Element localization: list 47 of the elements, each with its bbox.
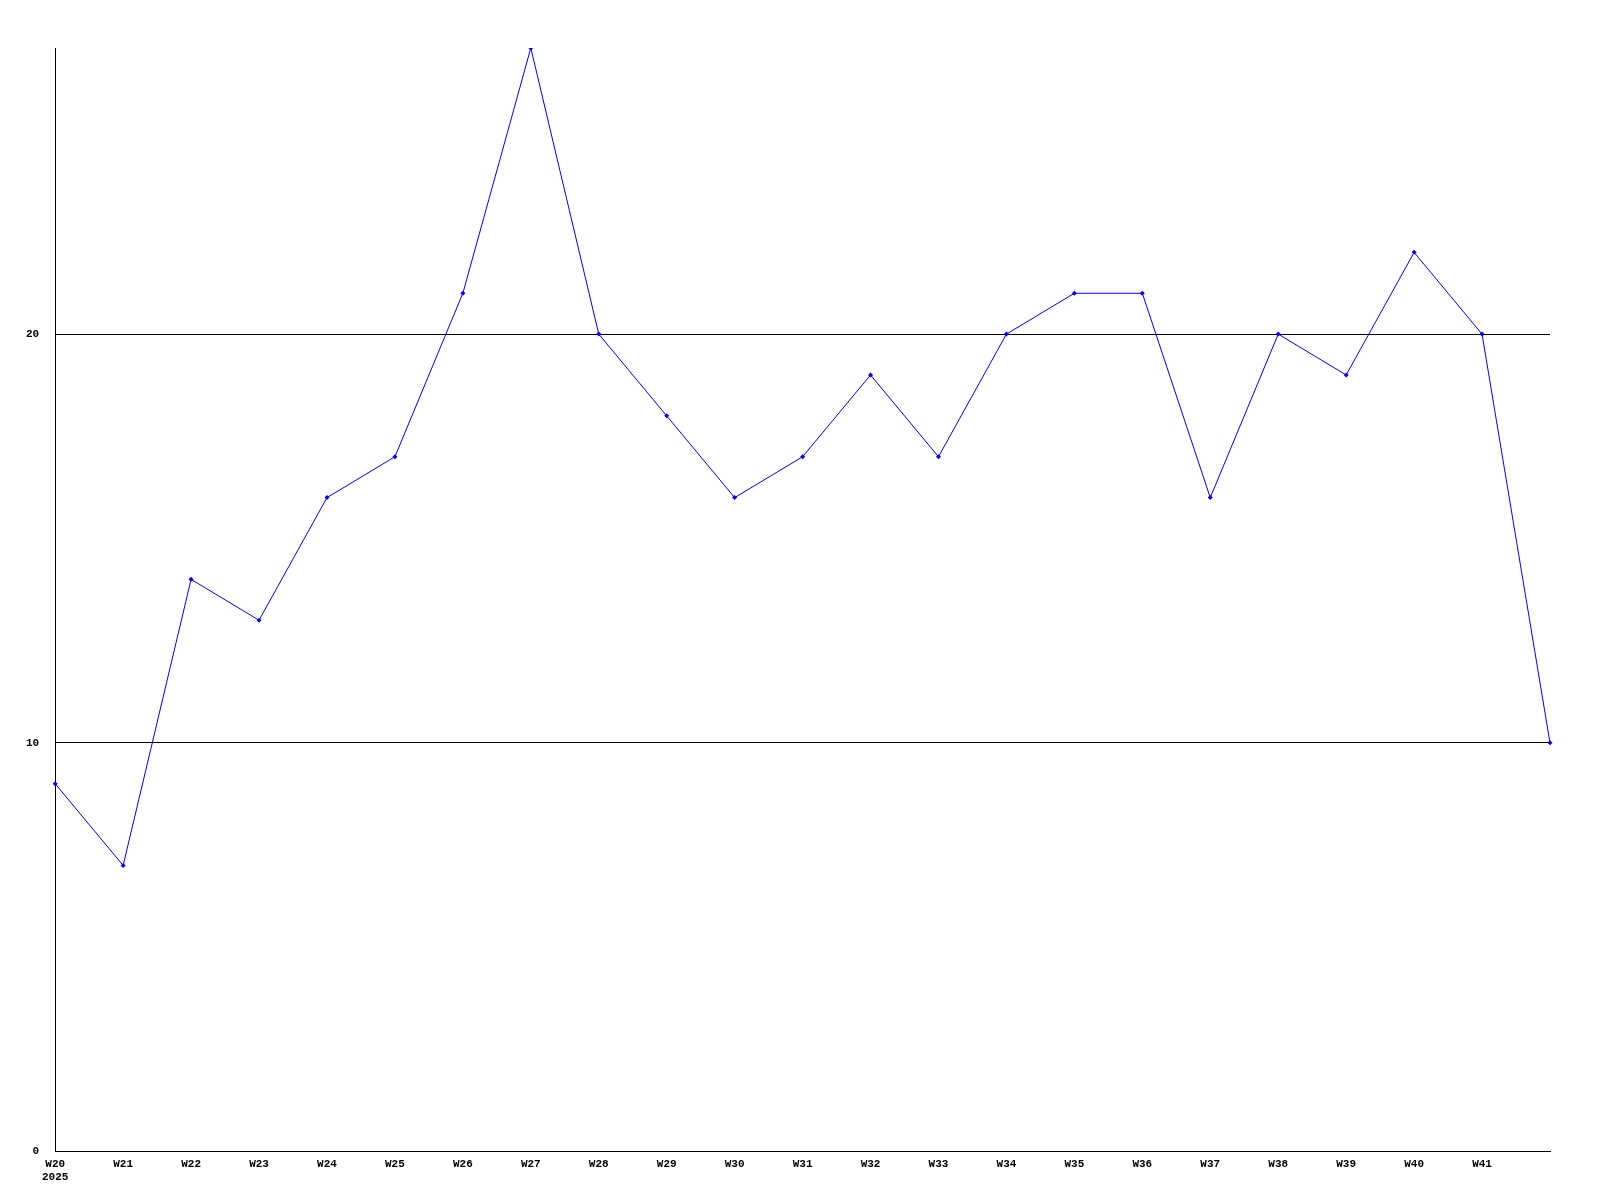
x-tick-label: W24: [317, 1157, 338, 1170]
point: [256, 617, 262, 623]
point: [800, 454, 806, 460]
x-tick-label: W38: [1268, 1157, 1289, 1170]
point: [1343, 372, 1349, 378]
x-tick-label: W29: [656, 1157, 677, 1170]
point: [1275, 331, 1281, 337]
point: [324, 495, 330, 501]
x-tick-label: W20 2025: [42, 1157, 69, 1184]
x-tick-label: W40: [1404, 1157, 1425, 1170]
x-tick-label: W21: [113, 1157, 134, 1170]
x-tick-label: W34: [996, 1157, 1017, 1170]
point: [1547, 740, 1553, 746]
point: [596, 331, 602, 337]
x-tick-label: W22: [181, 1157, 201, 1170]
x-tick-label: W41: [1472, 1157, 1493, 1170]
x-tick-label: W32: [860, 1157, 881, 1170]
point: [1411, 249, 1417, 255]
point: [1003, 331, 1009, 337]
point: [935, 454, 941, 460]
x-tick-label: W39: [1336, 1157, 1357, 1170]
x-tick-label: W23: [249, 1157, 270, 1170]
point: [52, 781, 58, 787]
x-tick-label: W36: [1132, 1157, 1153, 1170]
point: [1479, 331, 1485, 337]
point: [392, 454, 398, 460]
x-tick-label: W30: [724, 1157, 745, 1170]
point: [732, 495, 738, 501]
x-tick-label: W35: [1064, 1157, 1085, 1170]
point: [120, 862, 126, 868]
point: [460, 290, 466, 296]
point: [664, 413, 670, 419]
point: [1071, 290, 1077, 296]
x-tick-label: W33: [928, 1157, 949, 1170]
y-tick-label: 20: [26, 327, 40, 340]
point: [1207, 495, 1213, 501]
y-tick-label: 0: [32, 1145, 40, 1158]
x-tick-label: W27: [520, 1157, 541, 1170]
x-tick-label: W28: [588, 1157, 610, 1170]
x-tick-label: W31: [792, 1157, 813, 1170]
x-tick-label: W37: [1200, 1157, 1221, 1170]
point: [188, 576, 194, 582]
point: [1139, 290, 1145, 296]
y-tick-label: 10: [26, 736, 40, 749]
x-tick-label: W26: [452, 1157, 473, 1170]
x-tick-label: W25: [385, 1157, 406, 1170]
point: [868, 372, 874, 378]
